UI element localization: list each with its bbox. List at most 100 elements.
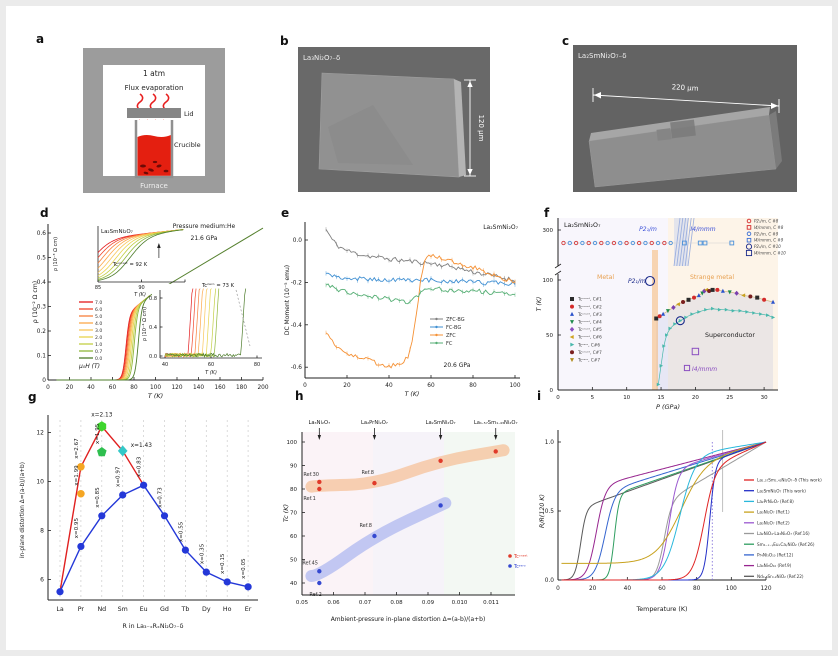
chart-text: P2₁/m, C #10	[754, 244, 781, 249]
chart-text: -0.2	[291, 280, 303, 286]
chart-text: 0.09	[422, 600, 435, 606]
chart-circle	[181, 546, 189, 554]
chart-text: x=0.85	[95, 487, 101, 508]
chart-rect	[691, 347, 700, 356]
chart-text: ZFC	[446, 333, 456, 339]
chart-path	[570, 358, 574, 363]
chart-text: La₂PrNi₂O₇ (Ref.8)	[757, 499, 794, 504]
panel-a-diagram: 1 atm Flux evaporation Lid Crucible Furn…	[83, 48, 225, 193]
chart-text: 3.0	[95, 328, 102, 334]
chart-text: Tb	[180, 606, 189, 613]
chart-text: 10	[36, 479, 44, 486]
ref-label: Ref.30	[303, 472, 319, 478]
chart-circle	[605, 240, 610, 246]
crystal-end-face	[769, 111, 782, 169]
chart-path	[738, 309, 743, 313]
ref-label: Ref.8	[359, 523, 372, 529]
chart-text: La₁.₅₇Sm₁.₄₃Ni₂O₇₋δ (This work)	[757, 478, 822, 483]
chart-circle	[657, 314, 662, 319]
chart-circle	[592, 240, 598, 246]
chart-text: 1.0	[95, 342, 102, 348]
arrowhead-up-icon	[467, 81, 473, 87]
d-x-axis-label: T (K)	[148, 392, 163, 400]
chart-text: T (K)	[205, 370, 217, 376]
f-y-axis-label: T (K)	[536, 297, 543, 312]
chart-line	[684, 217, 692, 267]
chart-text: 0.0	[149, 354, 157, 360]
e-x-axis-label: T (K)	[405, 391, 420, 398]
chart-text: 300	[543, 228, 554, 234]
chart-path	[766, 313, 770, 317]
chart-text: 50	[546, 333, 553, 339]
rt-curve	[561, 441, 767, 581]
e-y-axis-label: DC Moment (10⁻⁵ emu)	[284, 265, 291, 335]
chart-text: 5	[591, 395, 595, 401]
strange-metal-region-label: Strange metal	[690, 274, 734, 281]
panel-label-h: h	[295, 389, 304, 403]
chart-path	[149, 93, 157, 111]
chart-path	[673, 322, 677, 326]
solubility-line	[59, 484, 249, 593]
chart-text: 0.010	[452, 600, 468, 606]
chart-path	[570, 320, 574, 325]
chart-text: 15	[658, 395, 665, 401]
chart-text: ZFC-BG	[446, 317, 465, 323]
g-y-axis-label: in-plane distortion Δ=(a-b)/(a+b)	[20, 462, 26, 558]
rt-curve	[561, 441, 767, 581]
compound-label: La₂SmNi₂O₇	[426, 420, 456, 426]
chart-circle	[745, 243, 753, 250]
chart-rect	[702, 240, 708, 246]
chart-text: Tcᵒⁿˢᵉᵗ, C#3	[577, 312, 602, 317]
chart-text: 40	[290, 581, 297, 587]
zero-band	[305, 497, 452, 582]
chart-circle	[655, 240, 661, 246]
chart-circle	[599, 240, 604, 246]
panel-label-f: f	[544, 206, 550, 220]
chart-path	[668, 326, 673, 331]
chart-text: I4/mmm, C #10	[754, 251, 786, 256]
chart-path	[317, 435, 322, 440]
chart-text: Dy	[202, 606, 211, 613]
dc-moment-FC	[325, 283, 516, 305]
dc-moment-ZFC-BG	[325, 229, 516, 283]
compound-label: La₁.₅₇Sm₁.₄₃Ni₂O₇	[474, 420, 518, 426]
scale-bar-label: 120 μm	[477, 115, 485, 142]
tc-zero-annotation: Tcᶻᵉʳᵒ = 73 K	[201, 283, 235, 289]
chart-circle	[56, 588, 64, 596]
tc-onset-point	[372, 480, 377, 486]
chart-path	[570, 311, 574, 316]
chart-circle	[624, 240, 629, 246]
chart-path	[684, 315, 688, 320]
chart-text: 80	[290, 487, 297, 493]
chart-text: x=2.13	[91, 412, 113, 418]
chart-text: 0	[556, 395, 560, 401]
chart-line	[554, 270, 562, 276]
chart-circle	[435, 341, 438, 345]
chart-path	[731, 309, 736, 313]
chart-text: 0.011	[483, 600, 499, 606]
chart-path	[372, 435, 377, 440]
panel-label-i: i	[537, 389, 542, 403]
chart-path	[771, 315, 776, 320]
chart-text: 100	[150, 385, 161, 391]
chart-text: 25	[726, 395, 733, 401]
chart-path	[717, 307, 722, 312]
panel-c-sem-image: La₂SmNi₂O₇₋δ 220 μm	[573, 45, 797, 192]
chart-path	[569, 335, 574, 339]
crystal-edge	[454, 79, 466, 177]
chart-path	[741, 293, 746, 298]
chart-text: 2.0	[95, 335, 102, 341]
panel-g-chart: 6 8 10 12 La Pr Nd Sm Eu Gd Tb Dy Ho Er R in La₃₋ₓRₓNi…	[20, 412, 258, 630]
chart-text: x=0.97	[116, 466, 122, 487]
chart-path	[97, 229, 184, 281]
chart-rect	[697, 240, 703, 246]
ref-label: Ref.8	[361, 470, 374, 476]
chart-text: x=1.43	[131, 443, 153, 449]
chart-rect	[746, 225, 752, 230]
scale-bar	[592, 88, 780, 113]
chart-text: 0.0	[95, 356, 102, 362]
chart-text: La₃Ni₂O₇ (Ref.1)	[757, 510, 790, 515]
chart-circle	[692, 295, 697, 300]
crucible-label: Crucible	[174, 141, 201, 149]
resistivity-curve-3.0	[56, 295, 151, 381]
